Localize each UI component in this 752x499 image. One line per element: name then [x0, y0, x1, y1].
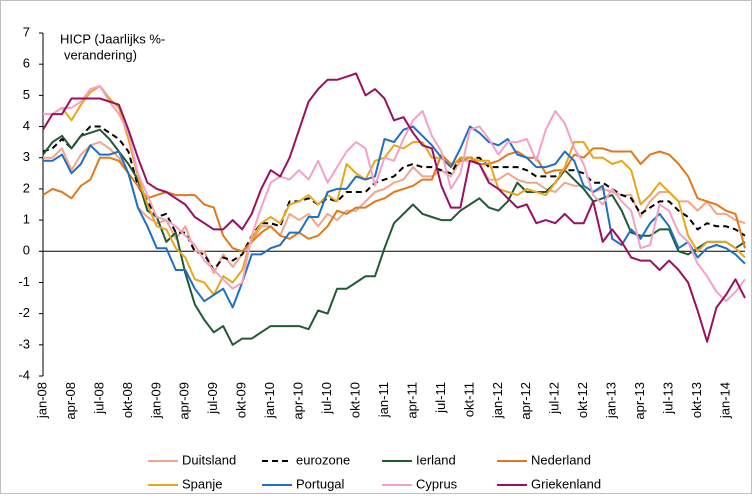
x-tick-label: apr-10: [291, 382, 306, 420]
x-tick-label: jan-14: [717, 382, 732, 419]
y-tick-label: 5: [23, 87, 30, 102]
x-tick-label: apr-12: [518, 382, 533, 420]
legend-label: Griekenland: [531, 476, 601, 491]
y-tick-label: 4: [23, 118, 30, 133]
x-tick-label: jan-12: [490, 382, 505, 419]
legend-label: Ierland: [416, 452, 456, 467]
y-tick-label: 6: [23, 56, 30, 71]
y-tick-label: 7: [23, 24, 30, 39]
annotation-line: verandering): [64, 47, 137, 62]
y-tick-label: 0: [23, 243, 30, 258]
series-line: [42, 147, 746, 253]
y-tick-label: 2: [23, 180, 30, 195]
x-tick-label: apr-13: [632, 382, 647, 420]
x-tick-label: jul-11: [433, 382, 448, 414]
series-line: [42, 128, 746, 346]
x-tick-label: jul-10: [319, 382, 334, 415]
y-tick-label: 1: [23, 212, 30, 227]
series-line: [43, 141, 746, 275]
legend-label: Nederland: [531, 452, 591, 467]
x-tick-label: okt-09: [234, 382, 249, 418]
x-tick-label: jan-11: [376, 382, 391, 418]
x-tick-label: jan-09: [148, 382, 163, 419]
annotation-line: HICP (Jaarlijks %-: [60, 31, 165, 46]
y-tick-label: -3: [18, 336, 30, 351]
y-tick-label: 3: [23, 149, 30, 164]
x-tick-label: jan-13: [604, 382, 619, 419]
legend-label: Portugal: [296, 476, 345, 491]
x-tick-label: jul-09: [205, 382, 220, 415]
x-tick-label: jul-12: [547, 382, 562, 415]
x-tick-label: apr-08: [63, 382, 78, 420]
y-tick-label: -4: [18, 367, 30, 382]
x-tick-label: okt-12: [575, 382, 590, 418]
legend-label: Spanje: [182, 476, 222, 491]
legend-label: Cyprus: [416, 476, 458, 491]
x-tick-label: okt-10: [347, 382, 362, 418]
series-line: [42, 125, 746, 271]
x-tick-label: jan-08: [34, 382, 49, 419]
x-tick-label: apr-11: [404, 382, 419, 419]
x-tick-label: jul-13: [661, 382, 676, 415]
x-tick-label: apr-09: [177, 382, 192, 420]
x-tick-label: okt-08: [120, 382, 135, 418]
x-tick-label: jan-10: [262, 382, 277, 419]
y-tick-label: -2: [18, 305, 30, 320]
y-tick-label: -1: [18, 274, 30, 289]
series-line: [43, 85, 746, 296]
series-line: [42, 72, 746, 343]
series-line: [43, 125, 746, 309]
x-tick-label: okt-11: [461, 382, 476, 417]
series-line: [43, 85, 746, 303]
x-tick-label: okt-13: [689, 382, 704, 418]
x-tick-label: jul-08: [91, 382, 106, 415]
legend-label: Duitsland: [182, 452, 236, 467]
legend-label: eurozone: [296, 452, 350, 467]
